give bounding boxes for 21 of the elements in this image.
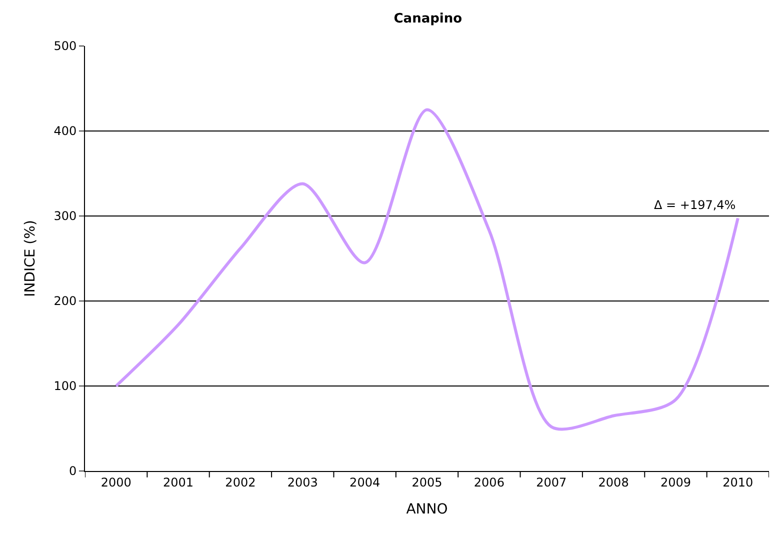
x-tick-label: 2002 bbox=[225, 475, 256, 490]
x-tick-label: 2004 bbox=[350, 475, 380, 490]
annotation: Δ = +197,4% bbox=[654, 198, 736, 212]
x-tick-label: 2003 bbox=[287, 475, 318, 490]
x-tick-label: 2000 bbox=[100, 475, 132, 490]
x-tick-label: 2005 bbox=[412, 475, 442, 490]
y-tick-label: 300 bbox=[54, 209, 77, 224]
x-tick-label: 2006 bbox=[474, 475, 504, 490]
y-tick-label: 500 bbox=[54, 39, 77, 54]
x-tick-label: 2008 bbox=[598, 475, 629, 490]
x-axis-title: ANNO bbox=[406, 502, 448, 518]
y-tick-label: 400 bbox=[54, 124, 77, 138]
x-tick-label: 2009 bbox=[660, 475, 692, 490]
x-tick-label: 2010 bbox=[722, 475, 754, 490]
x-tick-label: 2001 bbox=[162, 475, 194, 490]
y-tick-label: 200 bbox=[54, 294, 77, 308]
y-axis-title: INDICE (%) bbox=[22, 220, 38, 297]
x-tick-label: 2007 bbox=[536, 475, 567, 490]
chart-title: Canapino bbox=[394, 12, 462, 27]
y-tick-label: 0 bbox=[68, 464, 77, 478]
y-tick-label: 100 bbox=[54, 379, 77, 394]
